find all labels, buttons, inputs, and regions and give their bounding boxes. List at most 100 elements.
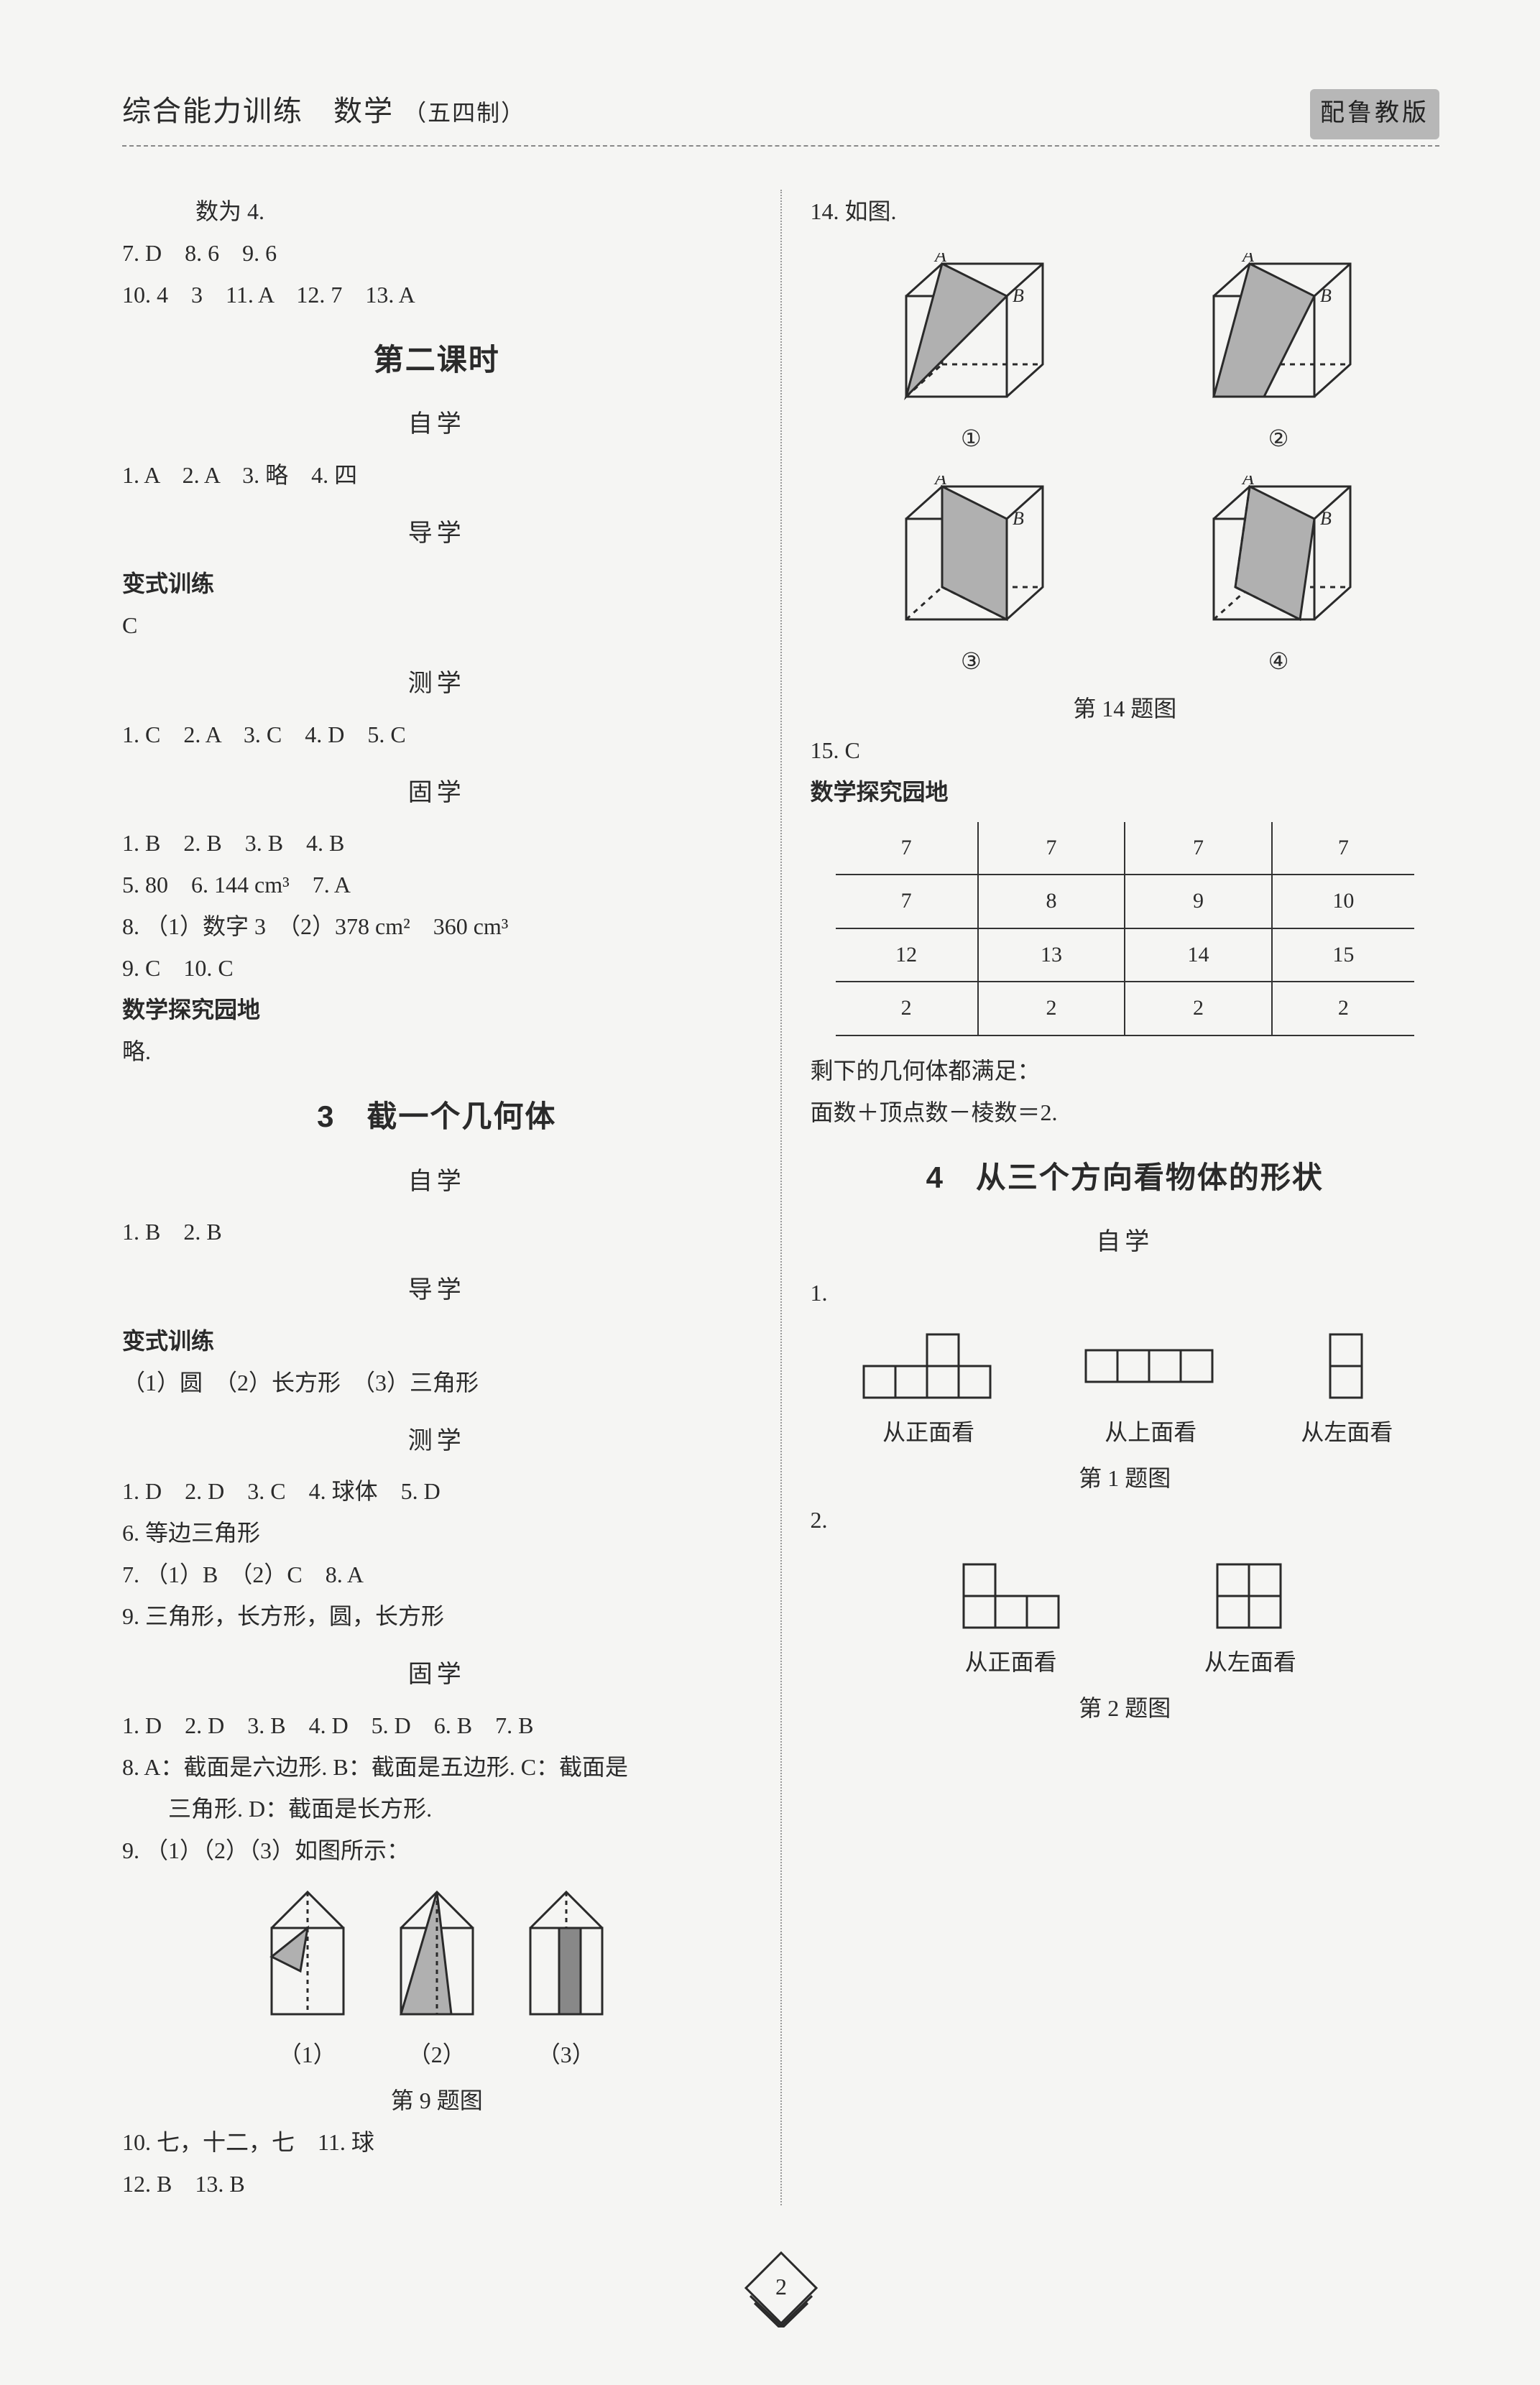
text-line: 1. D 2. D 3. C 4. 球体 5. D [122, 1471, 752, 1511]
title-sub: （五四制） [403, 100, 525, 126]
cube-label: ① [961, 418, 982, 458]
svg-text:A: A [1241, 476, 1254, 489]
table-cell: 2 [1272, 982, 1414, 1035]
figure-label: （2） [408, 2034, 466, 2075]
table-cell: 15 [1272, 928, 1414, 982]
table-cell: 8 [978, 875, 1125, 928]
text-line: 剩下的几何体都满足： [811, 1051, 1440, 1091]
section-heading: 导学 [122, 1269, 752, 1312]
figure-q2: 从正面看 从左面看 [818, 1557, 1433, 1682]
subsection-heading: 数学探究园地 [122, 989, 752, 1030]
table-body: 777778910121314152222 [836, 822, 1414, 1035]
table-row: 2222 [836, 982, 1414, 1035]
text-line: 9. （1）（2）（3）如图所示： [122, 1830, 752, 1870]
table-cell: 7 [1125, 822, 1272, 875]
view-label: 从左面看 [1301, 1412, 1393, 1452]
subsection-heading: 变式训练 [122, 1321, 752, 1361]
text-line: （1）圆 （2）长方形 （3）三角形 [122, 1362, 752, 1403]
view-item: 从左面看 [1204, 1557, 1296, 1682]
text-line: 8. （1）数字 3 （2）378 cm² 360 cm³ [122, 906, 752, 946]
section-title: 4 从三个方向看物体的形状 [811, 1151, 1440, 1204]
prism-cut-1-icon [254, 1885, 361, 2029]
text-line: 面数＋顶点数－棱数＝2. [811, 1092, 1440, 1132]
subsection-heading: 数学探究园地 [811, 772, 1440, 812]
section-heading: 自学 [811, 1221, 1440, 1264]
figure-label: （1） [279, 2034, 336, 2075]
table-cell: 2 [836, 982, 978, 1035]
text-line: 6. 等边三角形 [122, 1513, 752, 1553]
text-line: 9. C 10. C [122, 948, 752, 988]
table-cell: 2 [978, 982, 1125, 1035]
figure-label: （3） [538, 2034, 595, 2075]
view-label: 从左面看 [1204, 1642, 1296, 1682]
cube-cut-4-icon: A B [1192, 476, 1365, 634]
view-item: 从左面看 [1301, 1327, 1393, 1452]
view-label: 从正面看 [882, 1412, 974, 1452]
section-heading: 自学 [122, 1161, 752, 1204]
section-heading: 固学 [122, 1653, 752, 1697]
figure-9-item: （3） [512, 1885, 620, 2075]
text-line: 1. A 2. A 3. 略 4. 四 [122, 455, 752, 495]
table-row: 7777 [836, 822, 1414, 875]
table-cell: 14 [1125, 928, 1272, 982]
page-number: 2 [775, 2274, 787, 2299]
left-column: 数为 4. 7. D 8. 6 9. 6 10. 4 3 11. A 12. 7… [122, 190, 752, 2205]
data-table: 777778910121314152222 [836, 822, 1414, 1036]
subsection-heading: 变式训练 [122, 563, 752, 604]
table-cell: 7 [978, 822, 1125, 875]
cube-item: A B ① [885, 253, 1057, 458]
table-cell: 7 [836, 875, 978, 928]
text-line: 略. [122, 1031, 752, 1071]
text-line: 8. A：截面是六边形. B：截面是五边形. C：截面是 [122, 1747, 752, 1787]
text-line: 1. C 2. A 3. C 4. D 5. C [122, 714, 752, 755]
front-view-2-icon [954, 1557, 1069, 1636]
cube-item: A B ③ [885, 476, 1057, 681]
prism-cut-2-icon [383, 1885, 491, 2029]
svg-text:B: B [1013, 285, 1024, 306]
figure-9-item: （2） [383, 1885, 491, 2075]
table-row: 12131415 [836, 928, 1414, 982]
table-cell: 9 [1125, 875, 1272, 928]
text-line: 1. [811, 1273, 1440, 1313]
page-header: 综合能力训练 数学 （五四制） 配鲁教版 [122, 86, 1439, 147]
view-item: 从正面看 [954, 1557, 1069, 1682]
table-cell: 2 [1125, 982, 1272, 1035]
table-cell: 12 [836, 928, 978, 982]
text-line: C [122, 605, 752, 645]
table-cell: 13 [978, 928, 1125, 982]
table-cell: 7 [836, 822, 978, 875]
prism-cut-3-icon [512, 1885, 620, 2029]
text-line: 5. 80 6. 144 cm³ 7. A [122, 864, 752, 905]
section-title: 3 截一个几何体 [122, 1090, 752, 1143]
cube-label: ③ [961, 641, 982, 681]
text-line: 数为 4. [122, 191, 752, 231]
section-heading: 导学 [122, 512, 752, 555]
text-line: 7. （1）B （2）C 8. A [122, 1554, 752, 1595]
svg-text:A: A [1241, 253, 1254, 266]
figure-q1: 从正面看 从上面看 [818, 1327, 1433, 1452]
page-number-icon: 2 [742, 2248, 821, 2328]
view-label: 从正面看 [965, 1642, 1057, 1682]
svg-text:A: A [933, 253, 946, 266]
edition-badge: 配鲁教版 [1310, 89, 1439, 139]
cube-item: A B ④ [1192, 476, 1365, 681]
figure-caption: 第 1 题图 [811, 1458, 1440, 1498]
table-cell: 7 [1272, 822, 1414, 875]
top-view-icon [1079, 1327, 1222, 1406]
cube-label: ④ [1268, 641, 1289, 681]
column-divider [780, 190, 782, 2205]
svg-text:B: B [1320, 285, 1332, 306]
view-item: 从正面看 [857, 1327, 1000, 1452]
cube-cut-3-icon: A B [885, 476, 1057, 634]
figure-caption: 第 14 题图 [811, 688, 1440, 729]
figure-14: A B ① A B [854, 253, 1397, 681]
section-heading: 测学 [122, 1420, 752, 1463]
figure-9: （1） （2） [122, 1885, 752, 2075]
text-line: 1. B 2. B [122, 1212, 752, 1252]
main-columns: 数为 4. 7. D 8. 6 9. 6 10. 4 3 11. A 12. 7… [122, 190, 1439, 2205]
page-title: 综合能力训练 数学 （五四制） [122, 86, 525, 137]
svg-text:B: B [1320, 508, 1332, 529]
text-line: 15. C [811, 730, 1440, 770]
left-view-2-icon [1207, 1557, 1294, 1636]
cube-item: A B ② [1192, 253, 1365, 458]
